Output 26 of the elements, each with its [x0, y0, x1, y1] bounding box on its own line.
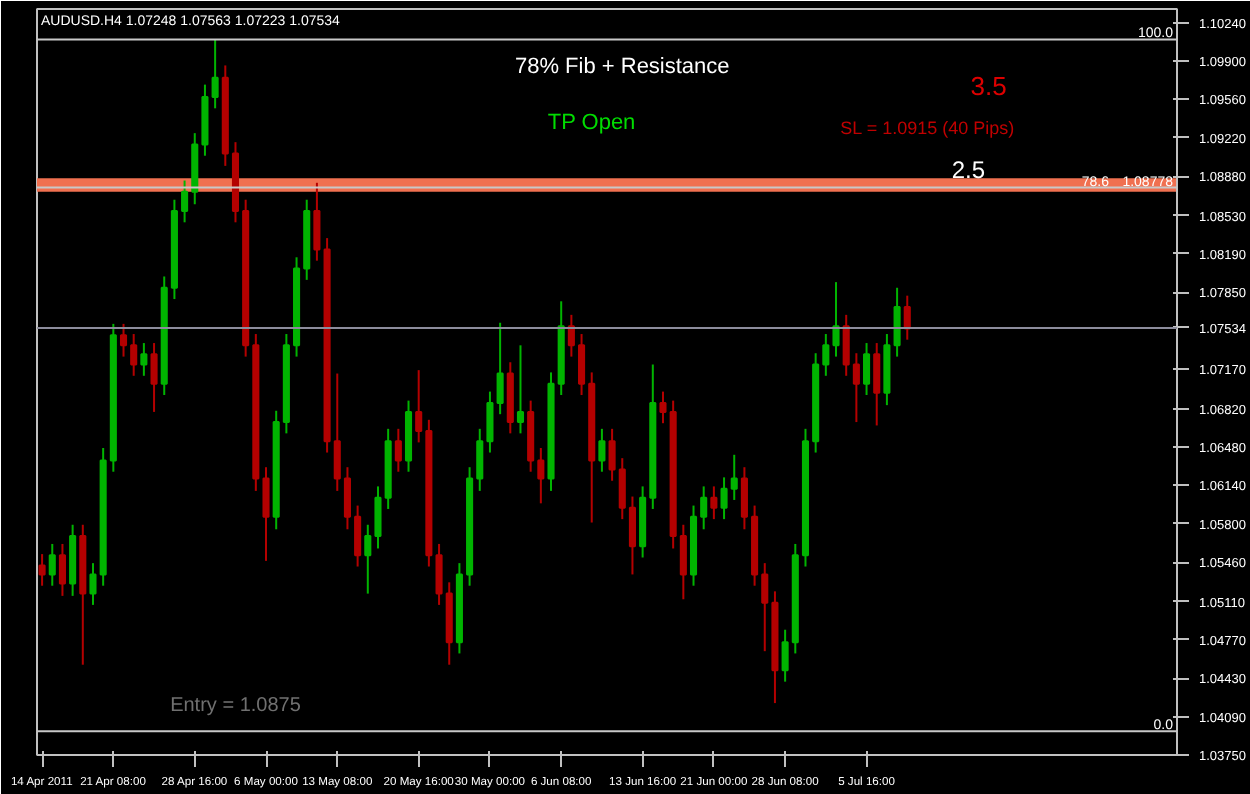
- candlestick: [598, 427, 606, 473]
- candlestick: [730, 453, 738, 501]
- annotation: 2.5: [951, 156, 986, 185]
- annotation: Entry = 1.0875: [170, 695, 302, 718]
- candlestick: [211, 38, 219, 110]
- candlestick: [48, 542, 56, 587]
- candlestick: [150, 342, 158, 413]
- candlestick: [58, 542, 66, 597]
- candlestick: [313, 181, 321, 262]
- candlestick: [720, 476, 728, 521]
- annotation: 3.5: [970, 70, 1007, 101]
- candlestick: [863, 342, 871, 396]
- candlestick: [883, 333, 891, 407]
- candlestick: [394, 427, 402, 473]
- candlestick: [903, 294, 911, 341]
- annotation: TP Open: [547, 110, 636, 135]
- candlestick: [496, 321, 504, 416]
- candlestick: [140, 342, 148, 377]
- candlestick: [38, 553, 46, 587]
- candlestick: [710, 485, 718, 521]
- annotation: SL = 1.0915 (40 Pips): [840, 117, 1015, 138]
- candlestick: [516, 344, 525, 435]
- candlestick: [893, 286, 901, 358]
- candlestick: [873, 342, 881, 427]
- candlestick: [69, 523, 77, 597]
- annotation: 78% Fib + Resistance: [514, 54, 730, 79]
